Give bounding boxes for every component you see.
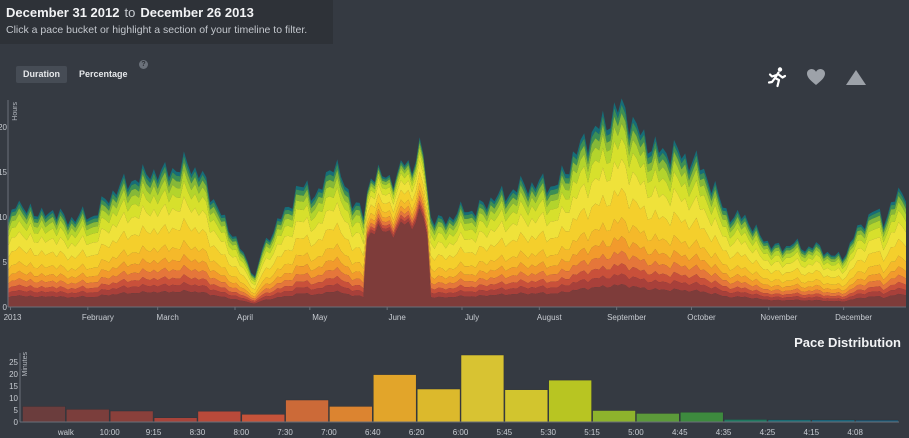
pace-x-tick-label[interactable]: 4:15 <box>804 428 820 437</box>
pace-x-tick-label[interactable]: 4:35 <box>716 428 732 437</box>
pace-bar[interactable] <box>109 410 154 423</box>
timeline-x-tick-label: July <box>465 313 479 322</box>
pace-y-tick-label: 10 <box>9 394 18 403</box>
pace-x-tick-label[interactable]: 7:00 <box>321 428 337 437</box>
timeline-x-tick-label: December <box>835 313 872 322</box>
pace-distribution-title: Pace Distribution <box>794 335 901 350</box>
pace-bar[interactable] <box>197 410 242 423</box>
start-date[interactable]: December 31 2012 <box>6 5 120 20</box>
pace-axes: 0 5 10 15 20 25 Minutes walk 10:00 9:15 8:30 8:00 7:… <box>9 352 899 437</box>
pace-y-tick-label: 15 <box>9 382 18 391</box>
pace-x-tick-label[interactable]: 5:30 <box>540 428 556 437</box>
pace-bar[interactable] <box>22 406 66 423</box>
timeline-x-tick-label: August <box>537 313 563 322</box>
duration-toggle[interactable]: Duration <box>16 66 67 83</box>
pace-y-tick-label: 5 <box>14 406 19 415</box>
timeline-x-tick-label: March <box>157 313 179 322</box>
pace-bar[interactable] <box>285 399 329 423</box>
pace-y-axis-label: Minutes <box>22 352 29 377</box>
end-date[interactable]: December 26 2013 <box>140 5 254 20</box>
pace-x-tick-label[interactable]: 6:40 <box>365 428 381 437</box>
pace-bar[interactable] <box>416 388 461 423</box>
pace-x-tick-label[interactable]: 8:30 <box>190 428 206 437</box>
pace-x-tick-label[interactable]: 5:45 <box>497 428 513 437</box>
help-icon[interactable]: ? <box>139 60 148 69</box>
timeline-layer-5[interactable] <box>8 182 906 297</box>
pace-bar[interactable] <box>592 410 636 423</box>
pace-x-tick-label[interactable]: 6:00 <box>453 428 469 437</box>
pace-x-tick-label[interactable]: walk <box>57 428 75 437</box>
pace-y-tick-label: 20 <box>9 370 18 379</box>
pace-x-tick-label[interactable]: 4:45 <box>672 428 688 437</box>
pace-bar[interactable] <box>548 379 592 423</box>
timeline-y-tick-label: 10 <box>0 213 8 222</box>
pace-y-tick-label: 25 <box>9 358 18 367</box>
timeline-layer-1[interactable] <box>8 204 906 304</box>
to-word: to <box>124 5 136 20</box>
pace-bar[interactable] <box>66 409 110 423</box>
percentage-toggle[interactable]: Percentage <box>79 69 128 79</box>
heart-icon[interactable] <box>805 66 827 88</box>
timeline-layer-0[interactable] <box>8 208 906 308</box>
timeline-layer-3[interactable] <box>8 195 906 301</box>
pace-x-tick-label[interactable]: 5:15 <box>584 428 600 437</box>
pace-x-tick-label[interactable]: 7:30 <box>277 428 293 437</box>
pace-x-tick-label[interactable]: 4:08 <box>847 428 863 437</box>
pace-x-tick-label[interactable]: 5:00 <box>628 428 644 437</box>
pace-x-tick-label[interactable]: 10:00 <box>100 428 121 437</box>
pace-bar[interactable] <box>460 354 505 423</box>
header-panel: December 31 2012 to December 26 2013 Click… <box>0 0 333 44</box>
pace-y-tick-label: 0 <box>14 418 19 427</box>
pace-bar[interactable] <box>680 411 724 423</box>
timeline-x-tick-label: November <box>760 313 797 322</box>
timeline-x-tick-label: May <box>312 313 327 322</box>
timeline-area-chart[interactable] <box>8 98 906 307</box>
pace-x-tick-label[interactable]: 4:25 <box>760 428 776 437</box>
mountain-icon[interactable] <box>845 66 867 88</box>
date-range: December 31 2012 to December 26 2013 <box>6 5 254 20</box>
pace-bar[interactable] <box>504 389 549 423</box>
pace-x-tick-label[interactable]: 8:00 <box>233 428 249 437</box>
timeline-axes: 0 5 10 15 20 Hours 2013 February March April May Ju… <box>0 100 906 322</box>
timeline-layer-4[interactable] <box>8 190 906 299</box>
timeline-x-tick-label: June <box>388 313 406 322</box>
running-person-icon[interactable] <box>766 66 788 88</box>
pace-bar[interactable] <box>241 414 285 423</box>
timeline-x-tick-label: September <box>607 313 646 322</box>
timeline-layer-2[interactable] <box>8 200 906 303</box>
pace-distribution-chart[interactable] <box>22 354 899 423</box>
pace-bar[interactable] <box>373 374 417 423</box>
timeline-x-tick-label: October <box>687 313 716 322</box>
pace-bar[interactable] <box>153 417 198 423</box>
timeline-layer-7[interactable] <box>8 158 906 290</box>
timeline-layer-6[interactable] <box>8 171 906 294</box>
timeline-y-axis-label: Hours <box>12 102 19 121</box>
timeline-x-tick-label: April <box>237 313 253 322</box>
timeline-x-tick-label: 2013 <box>4 313 22 322</box>
timeline-y-tick-label: 0 <box>3 303 8 312</box>
pace-bar[interactable] <box>329 406 373 423</box>
timeline-y-tick-label: 15 <box>0 168 8 177</box>
pace-x-tick-label[interactable]: 6:20 <box>409 428 425 437</box>
pace-x-tick-label[interactable]: 9:15 <box>146 428 162 437</box>
pace-bar[interactable] <box>636 413 680 423</box>
timeline-y-tick-label: 5 <box>3 258 8 267</box>
timeline-x-tick-label: February <box>82 313 114 322</box>
instructions-text: Click a pace bucket or highlight a secti… <box>6 24 308 36</box>
timeline-y-tick-label: 20 <box>0 123 8 132</box>
